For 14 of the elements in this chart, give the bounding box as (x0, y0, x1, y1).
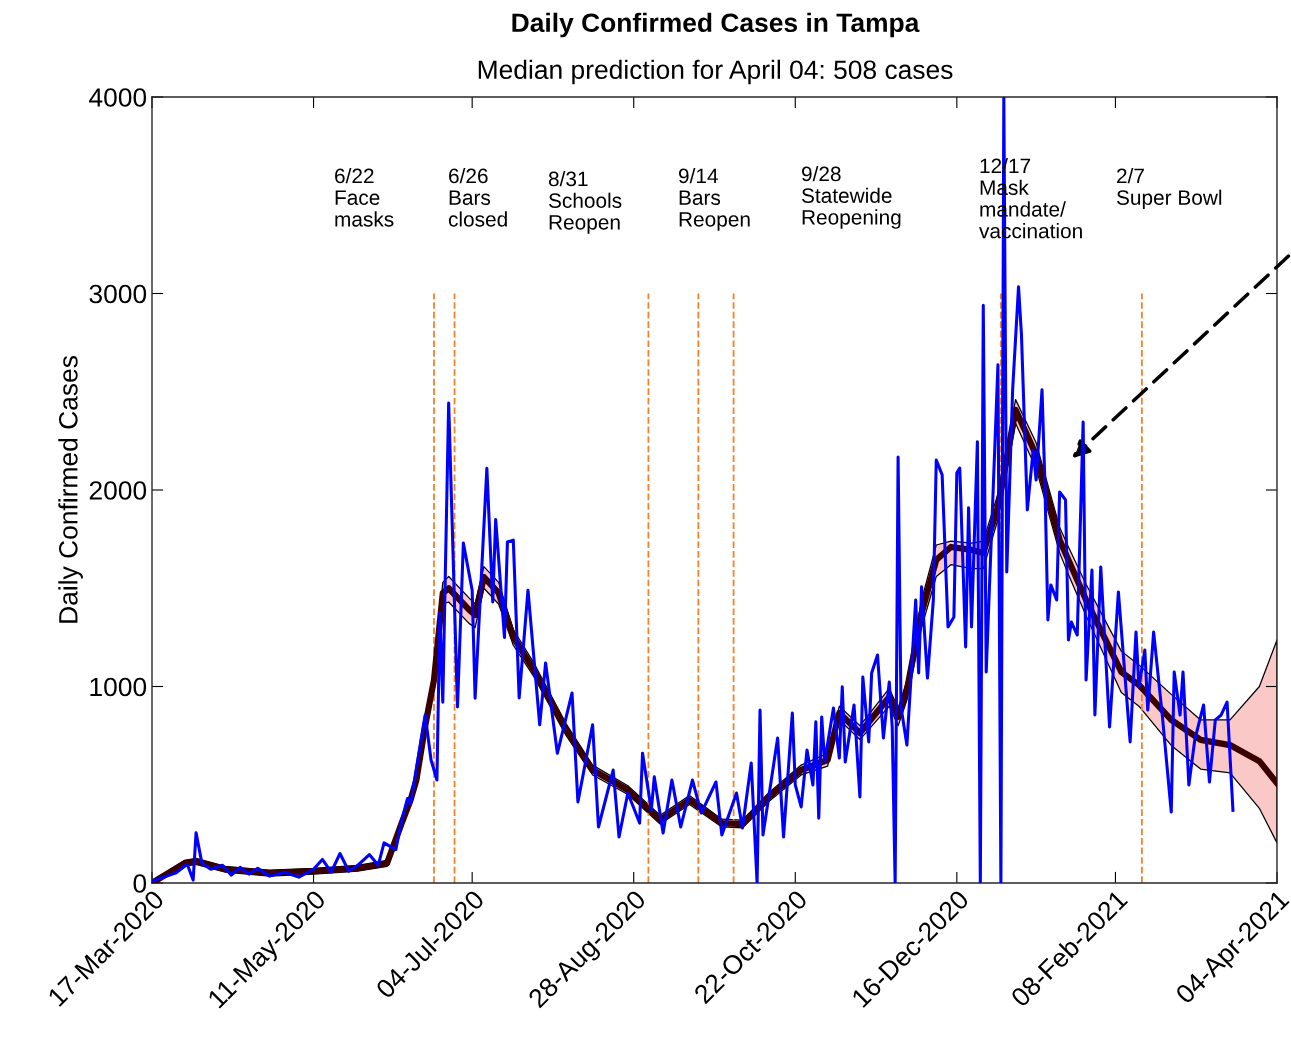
chart-title: Daily Confirmed Cases in Tampa (512, 12, 920, 38)
annotation: 9/14 Bars Reopen (678, 168, 750, 231)
y-axis-title: Daily Confirmed Cases (58, 356, 83, 623)
annotation: 8/31 Schools Reopen (548, 171, 622, 234)
annotation: 9/28 Statewide Reopening (801, 166, 901, 229)
y-tick-label: 4000 (89, 88, 147, 107)
annotation: 2/7 Super Bowl (1116, 168, 1222, 210)
chart-subtitle: Median prediction for April 04: 508 cases (478, 59, 953, 85)
annotation: 6/22 Face masks (335, 168, 394, 227)
y-tick-label: 3000 (89, 284, 147, 304)
y-tick-label: 2000 (89, 481, 147, 500)
y-tick-label: 1000 (90, 677, 147, 697)
annotation: 6/26 Bars closed (448, 168, 507, 227)
y-tick-label: 0 (133, 874, 147, 893)
